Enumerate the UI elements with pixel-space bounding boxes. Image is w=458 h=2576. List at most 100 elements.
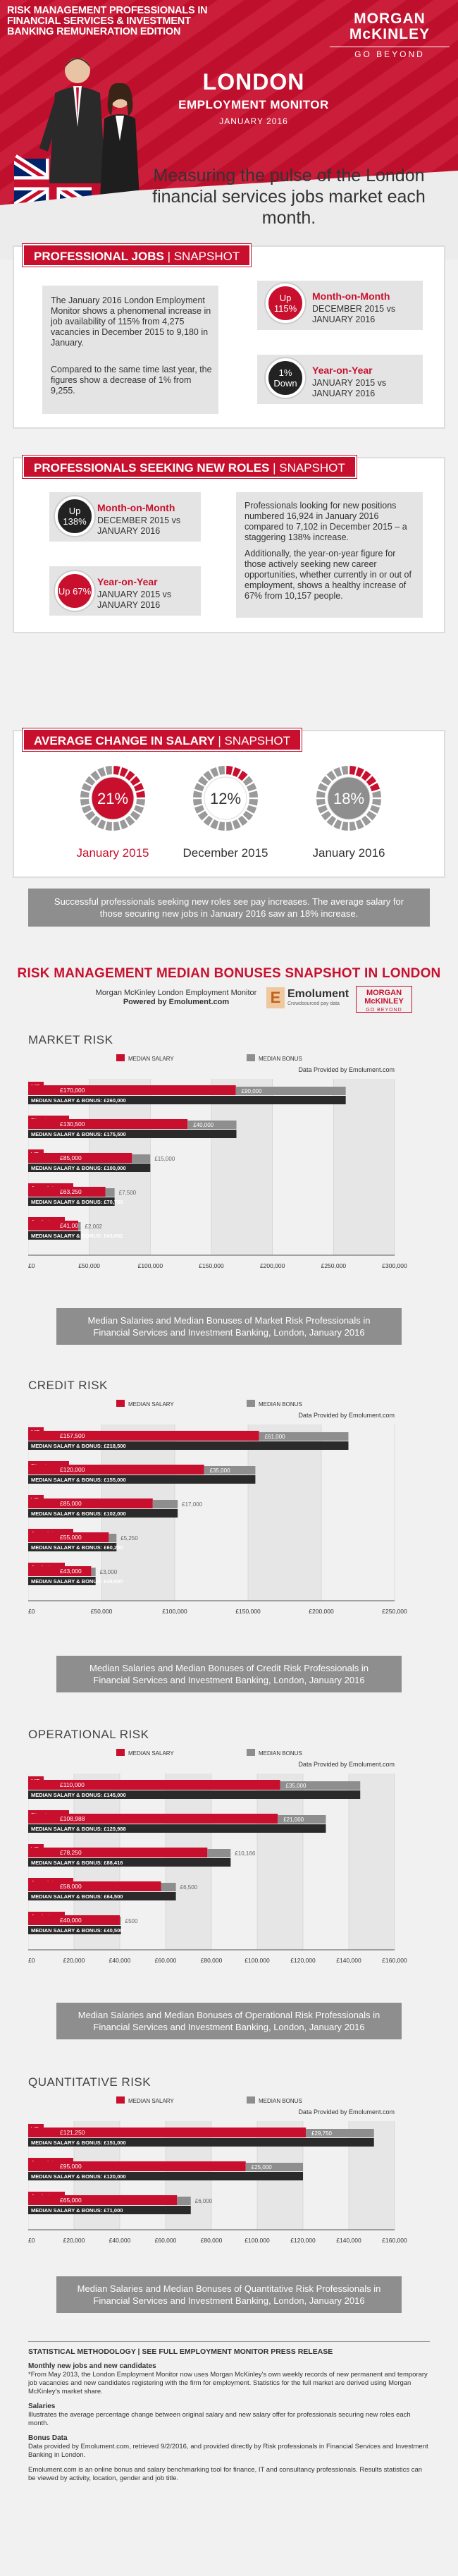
x-tick-label: £120,000 xyxy=(290,2237,316,2244)
donut-segment xyxy=(246,805,257,814)
jobs-summary-para-1: The January 2016 London Employment Monit… xyxy=(51,295,211,348)
powered-by-block: Morgan McKinley London Employment Monito… xyxy=(88,989,264,1007)
salary-bar xyxy=(28,1153,132,1163)
heading-bold: PROFESSIONAL JOBS xyxy=(34,250,164,263)
bonus-value-label: £15,000 xyxy=(154,1156,175,1162)
logo-line-1: MORGAN xyxy=(354,11,426,27)
bonus-bar xyxy=(259,1432,349,1441)
roles-summary-box: Professionals looking for new positions … xyxy=(236,492,423,618)
legend-salary-swatch xyxy=(116,1749,125,1756)
total-bar xyxy=(28,1130,237,1138)
jobs-summary-para-2: Compared to the same time last year, the… xyxy=(51,365,212,396)
quantitative-risk-caption: Median Salaries and Median Bonuses of Qu… xyxy=(56,2276,402,2313)
x-tick-label: £80,000 xyxy=(201,1957,223,1964)
small-logo-tagline: GO BEYOND xyxy=(366,1008,402,1013)
total-value-label: MEDIAN SALARY & BONUS: £100,000 xyxy=(31,1165,126,1171)
morgan-mckinley-small-logo[interactable]: MORGAN McKINLEY GO BEYOND xyxy=(356,986,412,1013)
jobs-mom-period: DECEMBER 2015 vs JANUARY 2016 xyxy=(312,304,396,324)
total-value-label: MEDIAN SALARY & BONUS: £145,000 xyxy=(31,1792,126,1798)
emolument-sub: Crowdsourced pay data xyxy=(287,1001,340,1006)
total-bar xyxy=(28,1441,349,1450)
emolument-e-icon: E xyxy=(266,987,285,1008)
donut-segment xyxy=(130,776,141,786)
salary-value-label: £41,000 xyxy=(60,1222,82,1229)
roles-mom-title: Month-on-Month xyxy=(97,502,175,513)
bonus-bar xyxy=(278,1815,326,1824)
total-bar xyxy=(28,1824,326,1833)
bonus-bar xyxy=(105,1188,115,1197)
bonus-bar xyxy=(207,1849,231,1857)
x-tick-label: £50,000 xyxy=(78,1262,100,1269)
x-tick-label: £40,000 xyxy=(109,1957,131,1964)
donut-segment xyxy=(119,767,128,778)
total-bar xyxy=(28,1197,115,1206)
powered-line-2: Powered by Emolument.com xyxy=(123,998,230,1006)
total-bar xyxy=(28,1858,231,1867)
operational-risk-caption: Median Salaries and Median Bonuses of Op… xyxy=(56,2003,402,2039)
donut-segment xyxy=(349,766,357,775)
donut-segment xyxy=(203,815,213,826)
bonus-value-label: £5,250 xyxy=(120,1535,138,1542)
x-tick-label: £0 xyxy=(28,1262,35,1269)
data-provided-label: Data Provided by Emolument.com xyxy=(298,1761,395,1768)
salary-bar xyxy=(28,1085,236,1095)
emolument-logo[interactable]: E Emolument Crowdsourced pay data xyxy=(266,987,351,1011)
donut-segment xyxy=(97,767,106,778)
salary-panel: AVERAGE CHANGE IN SALARY | SNAPSHOT 21% 1… xyxy=(13,728,445,878)
heading-thin: SNAPSHOT xyxy=(173,250,240,263)
market-risk-chart: MEDIAN SALARY MEDIAN BONUS Data Provided b… xyxy=(28,1054,407,1269)
x-tick-label: £0 xyxy=(28,1608,35,1615)
salary-note: Successful professionals seeking new rol… xyxy=(28,889,430,927)
x-tick-label: £40,000 xyxy=(109,2237,131,2244)
grid-band xyxy=(211,1079,273,1255)
salary-bar xyxy=(28,1532,109,1542)
new-roles-heading: PROFESSIONALS SEEKING NEW ROLES | SNAPSH… xyxy=(23,456,357,478)
salary-value-label: £95,000 xyxy=(60,2163,82,2170)
jobs-yoy-period: JANUARY 2015 vs JANUARY 2016 xyxy=(312,378,387,398)
logo-line-2: McKINLEY xyxy=(349,26,431,42)
bonus-value-label: £6,000 xyxy=(195,2198,213,2204)
x-tick-label: £160,000 xyxy=(382,2237,407,2244)
bonus-bar xyxy=(187,1121,237,1129)
total-value-label: MEDIAN SALARY & BONUS: £60,250 xyxy=(31,1544,123,1551)
methodology-heading[interactable]: STATISTICAL METHODOLOGY | SEE FULL EMPLO… xyxy=(28,2341,430,2356)
donut-segment xyxy=(369,805,380,814)
total-value-label: MEDIAN SALARY & BONUS: £71,000 xyxy=(31,2207,123,2214)
morgan-mckinley-logo[interactable]: MORGAN McKINLEY GO BEYOND xyxy=(330,11,450,62)
donut-segment xyxy=(355,767,364,778)
donut-label-jan-2015: January 2015 xyxy=(76,846,149,860)
methodology-para-3: Data provided by Emolument.com, retrieve… xyxy=(28,2443,428,2459)
hero-title-block: LONDON EMPLOYMENT MONITOR JANUARY 2016 xyxy=(148,69,359,126)
edition-line-2: FINANCIAL SERVICES & INVESTMENT xyxy=(7,16,191,27)
methodology-subheading-2: Salaries xyxy=(28,2403,56,2410)
donut-segment xyxy=(317,783,328,792)
donut-segment xyxy=(321,810,332,821)
donut-segment xyxy=(366,776,377,786)
data-provided-label: Data Provided by Emolument.com xyxy=(298,1066,395,1073)
methodology-subheading-3: Bonus Data xyxy=(28,2434,68,2442)
operational-risk-chart: MEDIAN SALARY MEDIAN BONUS Data Provided b… xyxy=(28,1749,407,1964)
bonus-bar xyxy=(78,1222,81,1231)
donut-segment xyxy=(125,770,135,781)
bonus-value-label: £61,000 xyxy=(265,1434,285,1440)
donut-segment xyxy=(194,805,205,814)
bonus-value-label: £500 xyxy=(125,1918,138,1924)
total-value-label: MEDIAN SALARY & BONUS: £88,416 xyxy=(31,1860,123,1866)
bonus-bar xyxy=(152,1500,178,1508)
donut-segment xyxy=(133,783,144,792)
salary-bar xyxy=(28,2195,178,2205)
methodology-subheading-1: Monthly new jobs and new candidates xyxy=(28,2362,156,2370)
salary-value-label: £65,000 xyxy=(60,2197,82,2204)
total-value-label: MEDIAN SALARY & BONUS: £151,000 xyxy=(31,2139,126,2146)
salary-value-label: £85,000 xyxy=(60,1500,82,1507)
bonus-bar xyxy=(120,1917,121,1925)
x-tick-label: £0 xyxy=(28,2237,35,2244)
donut-segment xyxy=(81,805,92,814)
donut-segment xyxy=(232,767,241,778)
bonus-bar xyxy=(204,1466,256,1475)
salary-value-label: £110,000 xyxy=(60,1781,85,1788)
donut-segment xyxy=(242,810,254,821)
donut-segment xyxy=(366,810,377,821)
quantitative-risk-title: QUANTITATIVE RISK xyxy=(28,2075,151,2089)
x-tick-label: £150,000 xyxy=(235,1608,261,1615)
